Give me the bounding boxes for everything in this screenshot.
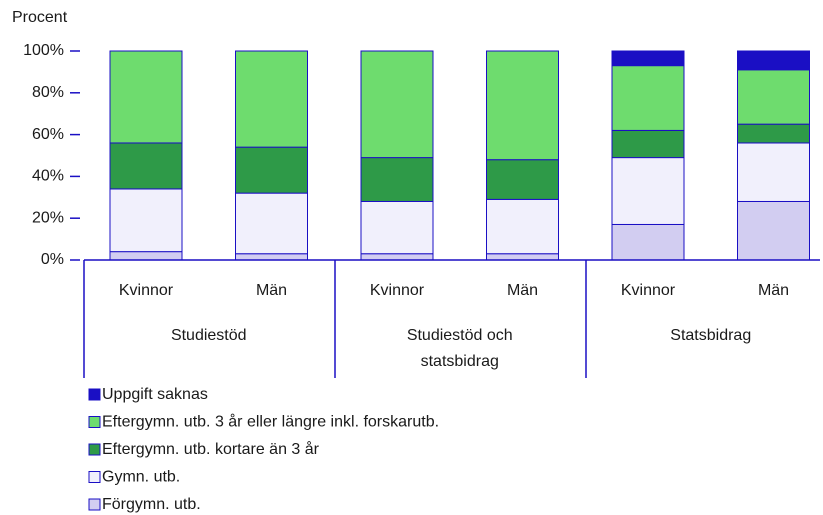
bar-segment (486, 198, 559, 255)
bar-segment (486, 253, 559, 261)
x-tick-label: Män (507, 282, 538, 299)
y-tick-label: 100% (23, 42, 64, 59)
bar-segment (486, 159, 559, 200)
bar-segment (360, 200, 434, 255)
bar-segment (737, 69, 810, 125)
bar-segment (360, 157, 434, 202)
bar-segment (360, 253, 434, 261)
group-label: Studiestöd (171, 327, 247, 344)
bar-segment (235, 192, 308, 255)
legend-label: Eftergymn. utb. 3 år eller längre inkl. … (102, 413, 439, 431)
bar-segment (235, 146, 308, 194)
bar-segment (611, 223, 685, 261)
bar-segment (109, 50, 183, 144)
bar-segment (235, 253, 308, 261)
bar-segment (109, 251, 183, 261)
legend-swatch (88, 443, 101, 456)
group-label: Studiestöd och (407, 327, 513, 344)
bar-segment (360, 50, 434, 159)
legend-swatch (88, 498, 101, 511)
x-tick-label: Män (256, 282, 287, 299)
y-tick-label: 40% (32, 168, 64, 185)
y-axis-label: Procent (12, 9, 68, 26)
legend-swatch (88, 388, 101, 401)
legend-label: Gymn. utb. (102, 469, 180, 486)
bar-segment (486, 50, 559, 161)
x-tick-label: Kvinnor (621, 282, 676, 299)
x-tick-label: Kvinnor (119, 282, 174, 299)
bar-segment (737, 50, 810, 71)
bar-segment (611, 65, 685, 131)
legend-label: Uppgift saknas (102, 386, 208, 403)
bar-segment (611, 129, 685, 159)
bar-segment (737, 123, 810, 144)
legend-label: Förgymn. utb. (102, 496, 201, 513)
legend-swatch (88, 416, 101, 428)
bar-segment (109, 142, 183, 190)
bar-segment (737, 142, 810, 202)
bar-segment (737, 200, 810, 261)
bar-segment (611, 50, 685, 67)
legend-label: Eftergymn. utb. kortare än 3 år (102, 440, 320, 458)
y-tick-label: 0% (41, 251, 64, 268)
legend-swatch (88, 471, 101, 483)
x-tick-label: Män (758, 282, 789, 299)
bar-segment (109, 188, 183, 253)
bar-segment (611, 157, 685, 225)
group-label: Statsbidrag (670, 327, 751, 344)
x-tick-label: Kvinnor (370, 282, 425, 299)
y-tick-label: 60% (32, 126, 64, 143)
y-tick-label: 20% (32, 209, 64, 226)
y-tick-label: 80% (32, 84, 64, 101)
bar-segment (235, 50, 308, 148)
group-label: statsbidrag (421, 353, 499, 370)
